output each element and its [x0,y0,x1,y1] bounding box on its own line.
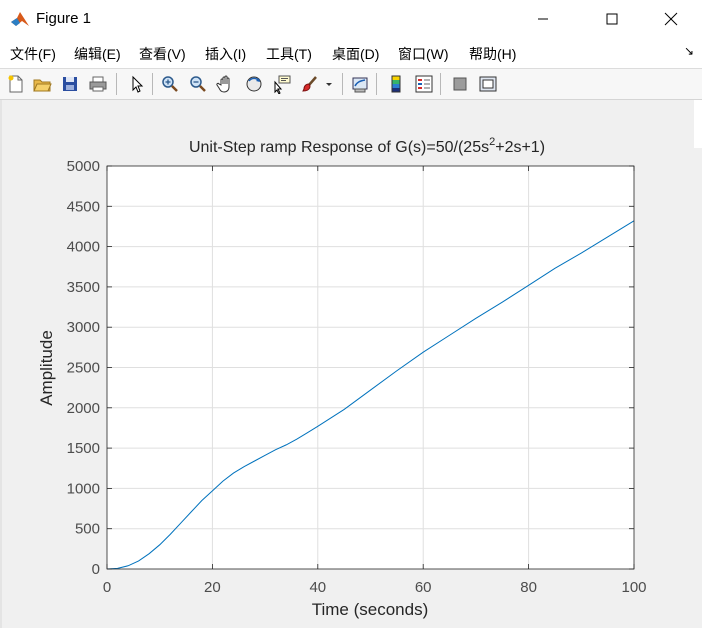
menu-edit[interactable]: 编辑(E) [74,46,121,62]
zoom-in-button[interactable] [158,72,182,96]
zoom-in-icon [162,76,178,92]
menu-file[interactable]: 文件(F) [10,46,56,62]
maximize-button[interactable] [589,0,635,38]
y-tick-label: 4500 [67,198,100,215]
brush-dropdown[interactable] [322,72,336,96]
x-tick-label: 60 [415,579,432,596]
y-tick-label: 5000 [67,158,100,175]
x-tick-label: 80 [520,579,537,596]
legend-button[interactable] [412,72,436,96]
menu-dock-arrow[interactable]: ↘ [683,44,694,58]
hide-plot-tools-icon [453,77,467,91]
chart-title-superscript: 2 [489,136,495,148]
y-axis-label: Amplitude [37,330,56,406]
window-title: Figure 1 [36,10,92,27]
y-tick-label: 3000 [67,319,100,336]
legend-icon [415,75,433,93]
series-layer [106,220,635,570]
y-tick-label: 1000 [67,480,100,497]
tick-marks [106,165,635,570]
zoom-out-button[interactable] [186,72,210,96]
menu-desktop[interactable]: 桌面(D) [332,46,380,62]
print-icon [89,76,107,92]
link-plot-button[interactable] [348,72,372,96]
menu-insert[interactable]: 插入(I) [205,46,247,62]
y-tick-label: 500 [75,521,100,538]
select-arrow-icon [132,75,144,93]
chart-title-main: Unit-Step ramp Response of G(s)=50/(25s [189,139,489,156]
x-tick-label: 20 [204,579,221,596]
open-file-icon [33,79,52,92]
menu-window[interactable]: 窗口(W) [398,46,449,62]
colorbar-icon [391,75,401,93]
pan-hand-icon [216,75,230,93]
y-tick-labels: 0 500 1000 1500 2000 2500 3000 3500 4000 4500 5000 [67,158,100,578]
data-cursor-button[interactable] [270,72,294,96]
x-tick-label: 40 [309,579,326,596]
brush-icon [302,76,317,92]
pan-button[interactable] [214,72,238,96]
data-cursor-icon [274,75,291,94]
new-figure-icon [8,75,23,93]
colorbar-button[interactable] [384,72,408,96]
y-tick-label: 2000 [67,400,100,417]
window-edge-right [694,100,702,148]
y-tick-label: 2500 [67,360,100,377]
brush-button[interactable] [298,72,322,96]
print-button[interactable] [86,72,110,96]
response-line [106,220,635,570]
minimize-icon [538,18,548,20]
rotate-3d-button[interactable] [242,72,266,96]
zoom-out-icon [190,76,206,92]
open-file-button[interactable] [30,72,54,96]
y-tick-label: 0 [92,561,100,578]
menu-view[interactable]: 查看(V) [139,46,186,62]
new-figure-button[interactable] [4,72,28,96]
minimize-button[interactable] [520,0,566,38]
save-icon [63,77,77,91]
y-tick-label: 4000 [67,239,100,256]
select-arrow-button[interactable] [124,72,148,96]
menu-help[interactable]: 帮助(H) [469,46,517,62]
x-axis-label: Time (seconds) [312,600,429,619]
y-tick-label: 1500 [67,440,100,457]
matlab-logo-icon [11,12,29,26]
save-button[interactable] [58,72,82,96]
close-icon [664,12,678,26]
x-tick-label: 0 [103,579,111,596]
rotate-3d-icon [246,76,262,92]
y-tick-label: 3500 [67,279,100,296]
x-tick-label: 100 [621,579,646,596]
menu-bar: 文件(F) 编辑(E) 查看(V) 插入(I) 工具(T) 桌面(D) 窗口(W… [0,38,702,69]
chart-title-end: +2s+1) [495,139,545,156]
x-tick-labels: 0 20 40 60 80 100 [103,579,647,596]
show-plot-tools-button[interactable] [476,72,500,96]
chart-title: Unit-Step ramp Response of G(s)=50/(25s2… [189,136,545,156]
link-plot-icon [352,77,368,93]
hide-plot-tools-button[interactable] [448,72,472,96]
window-edge [0,100,2,628]
show-plot-tools-icon [479,76,497,92]
close-button[interactable] [648,0,694,38]
figure-toolbar [0,69,702,100]
grid-lines [107,166,634,569]
window-titlebar[interactable]: Figure 1 [0,0,702,38]
menu-tools[interactable]: 工具(T) [266,46,312,62]
brush-dropdown-icon [326,83,332,86]
maximize-icon [606,13,618,25]
